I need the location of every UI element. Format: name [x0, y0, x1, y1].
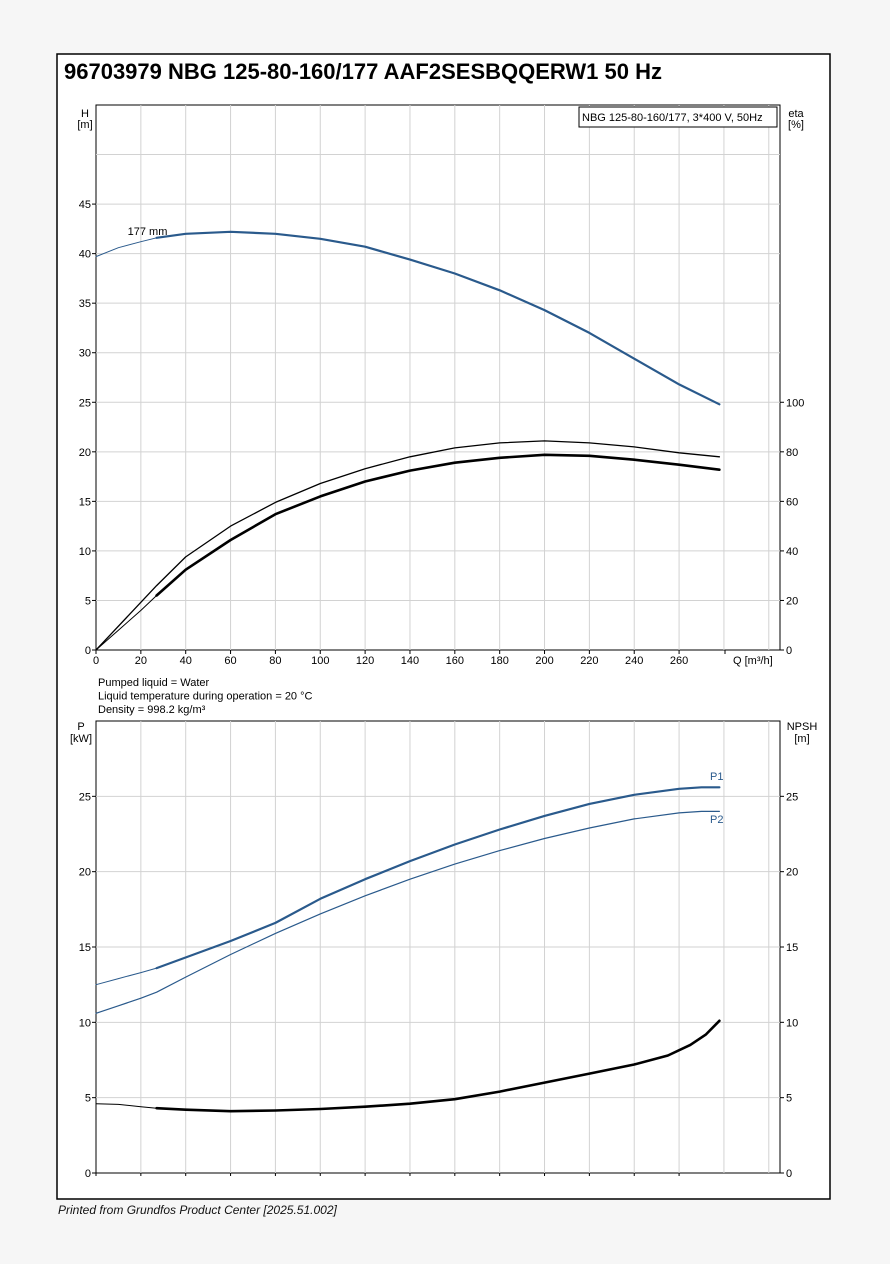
eta-axis-unit: [%]: [788, 119, 804, 131]
npsh-axis-unit: [m]: [794, 733, 809, 745]
q-axis-tick-label: 0: [93, 655, 99, 667]
power-chart-series-3: [155, 1019, 721, 1113]
power-chart-grid: [96, 721, 780, 1173]
q-axis-tick-label: 120: [356, 655, 374, 667]
npsh-axis-tick-label: 5: [786, 1093, 792, 1105]
head-chart-series-3: [155, 453, 721, 597]
liquid-info-line: Pumped liquid = Water: [98, 677, 210, 689]
h-axis-tick-label: 30: [79, 348, 91, 360]
eta-axis-tick-label: 60: [786, 496, 798, 508]
eta-axis-tick-label: 100: [786, 397, 804, 409]
p-axis-label: P: [77, 721, 84, 733]
head-chart-plot-frame: [95, 104, 781, 651]
q-axis-tick-label: 260: [670, 655, 688, 667]
npsh-axis-tick-label: 20: [786, 867, 798, 879]
q-axis-tick-label: 220: [580, 655, 598, 667]
p-axis-tick-label: 25: [79, 791, 91, 803]
npsh-axis-tick-label: 25: [786, 791, 798, 803]
eta-axis-tick-label: 20: [786, 595, 798, 607]
liquid-info-line: Density = 998.2 kg/m³: [98, 704, 206, 716]
npsh-axis-tick-label: 15: [786, 942, 798, 954]
q-axis-tick-label: 80: [269, 655, 281, 667]
h-axis-tick-label: 40: [79, 249, 91, 261]
p-axis-unit: [kW]: [70, 733, 92, 745]
p-axis-tick-label: 20: [79, 867, 91, 879]
h-axis-tick-label: 35: [79, 298, 91, 310]
h-axis-label: H: [81, 108, 89, 120]
q-axis-tick-label: 200: [535, 655, 553, 667]
power-chart-series-1: [95, 967, 158, 986]
npsh-axis-tick-label: 10: [786, 1017, 798, 1029]
p-axis-tick-label: 0: [85, 1168, 91, 1180]
series-label-p1: P1: [710, 771, 723, 783]
power-chart-series-4: [95, 1103, 158, 1109]
h-axis-tick-label: 10: [79, 546, 91, 558]
h-axis-tick-label: 45: [79, 199, 91, 211]
eta-axis-label: eta: [788, 108, 804, 120]
eta-axis-tick-label: 80: [786, 447, 798, 459]
q-axis-label: Q [m³/h]: [733, 655, 773, 667]
p-axis-tick-label: 10: [79, 1017, 91, 1029]
q-axis-tick-label: 60: [224, 655, 236, 667]
h-axis-tick-label: 25: [79, 397, 91, 409]
q-axis-tick-label: 100: [311, 655, 329, 667]
head-chart-series-0: [155, 230, 721, 406]
q-axis-tick-label: 240: [625, 655, 643, 667]
eta-axis-tick-label: 0: [786, 645, 792, 657]
npsh-axis-tick-label: 0: [786, 1168, 792, 1180]
q-axis-tick-label: 20: [135, 655, 147, 667]
page-title: 96703979 NBG 125-80-160/177 AAF2SESBQQER…: [64, 59, 662, 84]
impeller-diameter-label: 177 mm: [128, 226, 168, 238]
footer-note: Printed from Grundfos Product Center [20…: [58, 1203, 337, 1217]
h-axis-unit: [m]: [77, 119, 92, 131]
h-axis-tick-label: 20: [79, 447, 91, 459]
liquid-info-line: Liquid temperature during operation = 20…: [98, 691, 313, 703]
p-axis-tick-label: 15: [79, 942, 91, 954]
q-axis-tick-label: 140: [401, 655, 419, 667]
h-axis-tick-label: 15: [79, 496, 91, 508]
q-axis-tick-label: 180: [490, 655, 508, 667]
power-chart-series-0-p1: [155, 786, 721, 970]
head-chart-series-1: [95, 237, 158, 258]
p-axis-tick-label: 5: [85, 1093, 91, 1105]
legend-text: NBG 125-80-160/177, 3*400 V, 50Hz: [582, 112, 763, 124]
q-axis-tick-label: 40: [180, 655, 192, 667]
q-axis-tick-label: 160: [446, 655, 464, 667]
head-chart-series-4: [95, 595, 158, 651]
head-chart-series-2: [95, 440, 721, 651]
power-chart-series-2-p2: [95, 810, 721, 1014]
h-axis-tick-label: 0: [85, 645, 91, 657]
npsh-axis-label: NPSH: [787, 721, 818, 733]
eta-axis-tick-label: 40: [786, 546, 798, 558]
h-axis-tick-label: 5: [85, 595, 91, 607]
legend-box: [578, 106, 778, 128]
series-label-p2: P2: [710, 814, 723, 826]
